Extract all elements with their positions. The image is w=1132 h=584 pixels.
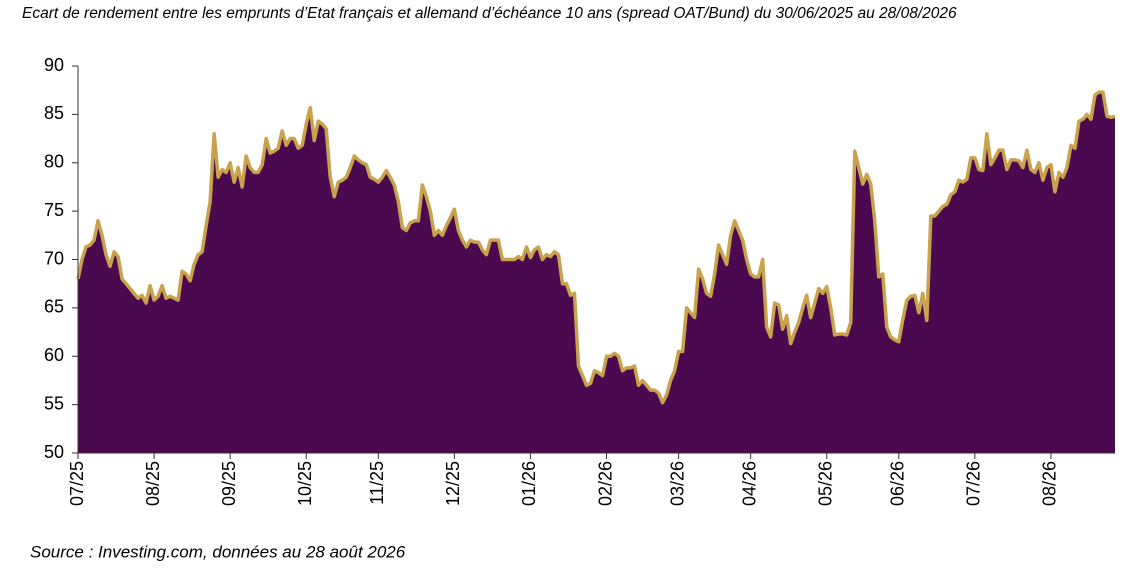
x-tick-label: 07/26	[964, 461, 984, 506]
y-tick-label: 50	[44, 442, 64, 462]
x-tick-label: 05/26	[815, 461, 835, 506]
chart-source: Source : Investing.com, données au 28 ao…	[30, 542, 406, 561]
x-tick-label: 10/25	[295, 461, 315, 506]
area-fill	[78, 92, 1115, 454]
x-tick-label: 11/25	[367, 461, 387, 505]
x-tick-label: 02/26	[595, 461, 615, 506]
x-tick-label: 06/26	[888, 461, 908, 506]
x-tick-label: 09/25	[219, 461, 239, 506]
y-tick-label: 55	[44, 393, 64, 413]
x-tick-label: 12/25	[443, 461, 463, 506]
y-tick-label: 70	[44, 248, 64, 268]
y-tick-label: 80	[44, 152, 64, 172]
y-tick-label: 90	[44, 55, 64, 75]
chart-title: Ecart de rendement entre les emprunts d’…	[22, 5, 957, 22]
spread-line	[76, 90, 1116, 405]
x-tick-label: 08/26	[1040, 461, 1060, 506]
y-tick-label: 75	[44, 200, 64, 220]
x-tick-label: 01/26	[519, 461, 539, 506]
x-tick-label: 08/25	[143, 461, 163, 506]
y-tick-label: 60	[44, 345, 64, 365]
x-tick-label: 03/26	[667, 461, 687, 506]
x-tick-label: 07/25	[67, 461, 87, 506]
y-tick-label: 85	[44, 103, 64, 123]
y-tick-label: 65	[44, 297, 64, 317]
x-tick-label: 04/26	[739, 461, 759, 506]
